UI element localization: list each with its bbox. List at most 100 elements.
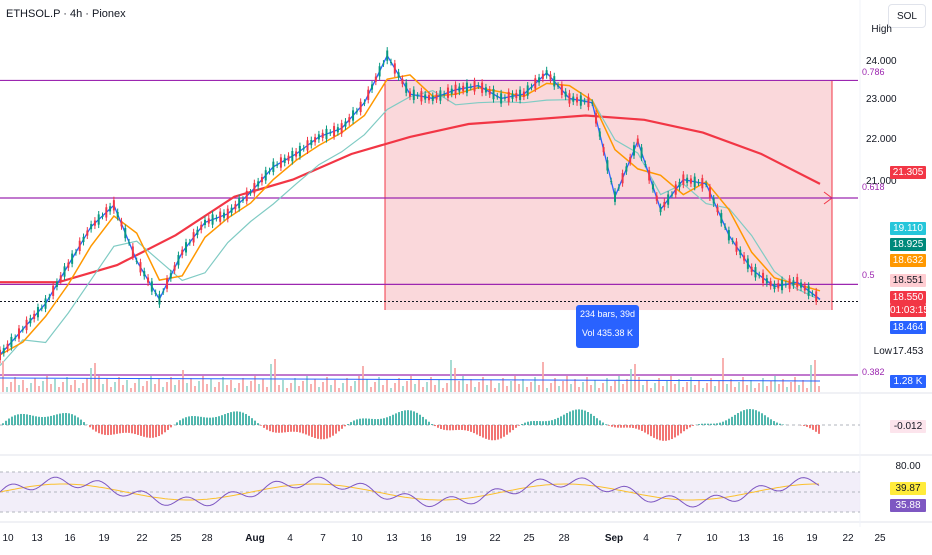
candle-body	[398, 72, 400, 77]
candle-body	[174, 265, 176, 270]
oscillator-bar	[536, 421, 538, 425]
oscillator-bar	[488, 425, 490, 440]
candle-body	[553, 76, 555, 86]
candle-body	[420, 91, 422, 101]
volume-bar	[358, 376, 360, 392]
volume-bar	[466, 384, 468, 392]
oscillator-bar	[254, 421, 256, 425]
volume-bar	[206, 384, 208, 392]
candle-body	[215, 218, 217, 219]
volume-bar	[534, 377, 536, 392]
volume-bar	[434, 385, 436, 392]
volume-bar	[278, 385, 280, 392]
oscillator-bar	[290, 425, 292, 432]
volume-bar	[486, 385, 488, 392]
candle-body	[212, 214, 214, 224]
oscillator-bar	[806, 425, 808, 427]
oscillator-bar	[803, 425, 805, 426]
oscillator-bar	[251, 418, 253, 425]
oscillator-bar	[404, 410, 406, 425]
volume-bar	[406, 381, 408, 392]
oscillator-bar	[683, 425, 685, 431]
candle-body	[789, 279, 791, 289]
candle-body	[71, 254, 73, 264]
candle-body	[170, 273, 172, 278]
oscillator-bar	[641, 425, 643, 431]
volume-bar	[374, 382, 376, 392]
oscillator-bar	[419, 415, 421, 425]
volume-bar	[770, 381, 772, 392]
oscillator-bar	[215, 417, 217, 425]
oscillator-bar	[671, 425, 673, 439]
oscillator-bar	[485, 425, 487, 439]
volume-bar	[742, 377, 744, 392]
candle-body	[139, 262, 141, 272]
volume-bar	[162, 387, 164, 392]
oscillator-bar	[776, 423, 778, 425]
candle-body	[7, 344, 9, 349]
candle-body	[295, 151, 297, 156]
oscillator-bar	[56, 414, 58, 425]
candle-body	[728, 230, 730, 240]
time-tick: 10	[2, 533, 13, 544]
volume-bar	[590, 385, 592, 392]
oscillator-bar	[557, 418, 559, 425]
time-tick: Aug	[245, 533, 264, 544]
oscillator-bar	[629, 425, 631, 428]
oscillator-bar	[137, 425, 139, 435]
volume-bar	[322, 382, 324, 392]
candle-body	[739, 250, 741, 255]
candle-body	[299, 146, 301, 156]
oscillator-bar	[287, 425, 289, 432]
candle-body	[250, 192, 252, 193]
candle-body	[29, 318, 31, 323]
fib-label: 0.786	[862, 67, 885, 77]
time-tick: 19	[806, 533, 817, 544]
oscillator-bar	[572, 410, 574, 425]
candle-body	[238, 198, 240, 208]
oscillator-bar	[374, 419, 376, 425]
oscillator-bar	[353, 421, 355, 425]
candle-body	[474, 81, 476, 91]
oscillator-bar	[140, 425, 142, 436]
oscillator-bar	[440, 425, 442, 429]
volume-bar	[394, 383, 396, 392]
oscillator-bar	[191, 416, 193, 425]
oscillator-bar	[155, 425, 157, 437]
oscillator-bar	[284, 425, 286, 432]
candle-body	[546, 70, 548, 75]
candle-body	[0, 350, 1, 360]
currency-unit-button[interactable]: SOL	[888, 4, 926, 28]
candle-body	[41, 308, 43, 309]
time-tick: 16	[420, 533, 431, 544]
candle-body	[796, 277, 798, 287]
candle-body	[234, 204, 236, 209]
volume-bar	[626, 379, 628, 392]
oscillator-bar	[2, 423, 4, 425]
oscillator-bar	[734, 415, 736, 425]
candle-body	[477, 86, 479, 87]
volume-bar	[814, 360, 816, 392]
oscillator-bar	[44, 417, 46, 425]
volume-bar	[250, 381, 252, 392]
oscillator-bar	[176, 422, 178, 425]
volume-bar	[142, 386, 144, 392]
oscillator-bar	[221, 415, 223, 425]
volume-bar	[646, 380, 648, 392]
oscillator-bar	[278, 425, 280, 433]
volume-bar	[762, 378, 764, 392]
price-badge: 21.305	[890, 166, 926, 179]
volume-bar	[586, 377, 588, 392]
oscillator-bar	[401, 411, 403, 425]
candle-body	[591, 103, 593, 104]
oscillator-bar	[218, 416, 220, 425]
oscillator-bar	[209, 418, 211, 425]
volume-bar	[138, 378, 140, 392]
volume-bar	[798, 385, 800, 392]
candle-body	[762, 273, 764, 283]
oscillator-bar	[83, 422, 85, 425]
oscillator-bar	[188, 416, 190, 425]
